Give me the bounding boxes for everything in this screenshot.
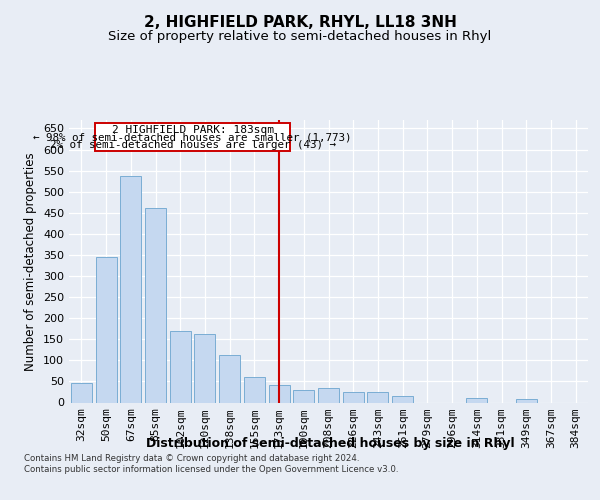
Text: Distribution of semi-detached houses by size in Rhyl: Distribution of semi-detached houses by …	[146, 438, 514, 450]
Bar	[343, 392, 364, 402]
Bar	[219, 355, 240, 403]
Text: 2 HIGHFIELD PARK: 183sqm: 2 HIGHFIELD PARK: 183sqm	[112, 125, 274, 135]
Bar	[392, 396, 413, 402]
Text: Contains public sector information licensed under the Open Government Licence v3: Contains public sector information licen…	[24, 466, 398, 474]
Bar	[318, 388, 339, 402]
Text: Size of property relative to semi-detached houses in Rhyl: Size of property relative to semi-detach…	[109, 30, 491, 43]
Bar	[244, 377, 265, 402]
Bar	[145, 208, 166, 402]
Bar	[194, 334, 215, 402]
Bar	[95, 257, 116, 402]
Text: 2% of semi-detached houses are larger (43) →: 2% of semi-detached houses are larger (4…	[50, 140, 335, 150]
Bar	[293, 390, 314, 402]
Bar	[466, 398, 487, 402]
Bar	[269, 385, 290, 402]
Bar	[367, 392, 388, 402]
Bar	[170, 331, 191, 402]
Text: Contains HM Land Registry data © Crown copyright and database right 2024.: Contains HM Land Registry data © Crown c…	[24, 454, 359, 463]
Bar	[71, 382, 92, 402]
Y-axis label: Number of semi-detached properties: Number of semi-detached properties	[25, 152, 37, 370]
Text: ← 98% of semi-detached houses are smaller (1,773): ← 98% of semi-detached houses are smalle…	[34, 132, 352, 142]
Bar	[95, 124, 290, 151]
Bar	[120, 176, 141, 402]
Text: 2, HIGHFIELD PARK, RHYL, LL18 3NH: 2, HIGHFIELD PARK, RHYL, LL18 3NH	[143, 15, 457, 30]
Bar	[516, 399, 537, 402]
